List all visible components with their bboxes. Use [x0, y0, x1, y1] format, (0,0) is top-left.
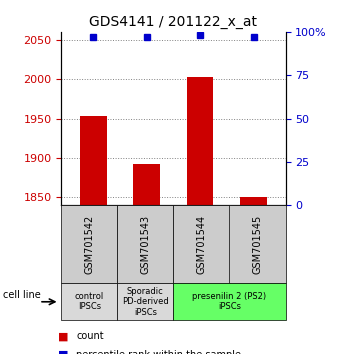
- Text: presenilin 2 (PS2)
iPSCs: presenilin 2 (PS2) iPSCs: [192, 292, 267, 312]
- Text: Sporadic
PD-derived
iPSCs: Sporadic PD-derived iPSCs: [122, 287, 169, 317]
- Text: GSM701543: GSM701543: [140, 215, 150, 274]
- Bar: [133, 164, 160, 205]
- Text: GSM701545: GSM701545: [253, 215, 262, 274]
- Bar: [240, 196, 267, 205]
- Text: GSM701542: GSM701542: [84, 215, 94, 274]
- Text: percentile rank within the sample: percentile rank within the sample: [76, 350, 241, 354]
- Text: cell line: cell line: [3, 290, 41, 301]
- Text: control
IPSCs: control IPSCs: [74, 292, 104, 312]
- Bar: [80, 116, 107, 205]
- Text: ■: ■: [58, 331, 68, 341]
- Text: GSM701544: GSM701544: [197, 215, 206, 274]
- Text: count: count: [76, 331, 104, 341]
- Text: ■: ■: [58, 350, 68, 354]
- Bar: [187, 77, 214, 205]
- Title: GDS4141 / 201122_x_at: GDS4141 / 201122_x_at: [89, 16, 257, 29]
